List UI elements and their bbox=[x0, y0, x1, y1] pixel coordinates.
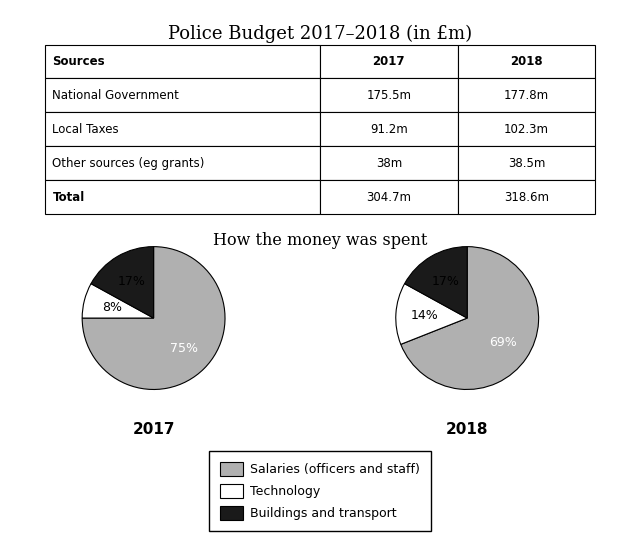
Text: 8%: 8% bbox=[102, 301, 122, 314]
Text: National Government: National Government bbox=[52, 89, 179, 102]
Text: Total: Total bbox=[52, 190, 84, 204]
Bar bbox=[45, 180, 320, 214]
Text: 38.5m: 38.5m bbox=[508, 157, 545, 170]
Bar bbox=[458, 45, 595, 79]
Text: 304.7m: 304.7m bbox=[366, 190, 412, 204]
Bar bbox=[458, 146, 595, 180]
Text: 2018: 2018 bbox=[446, 422, 488, 436]
Bar bbox=[320, 45, 458, 79]
Text: 2017: 2017 bbox=[372, 55, 405, 68]
Wedge shape bbox=[404, 247, 467, 318]
Bar bbox=[320, 146, 458, 180]
Bar bbox=[45, 79, 320, 112]
Text: 2017: 2017 bbox=[132, 422, 175, 436]
Wedge shape bbox=[401, 247, 539, 389]
Text: 177.8m: 177.8m bbox=[504, 89, 549, 102]
Bar bbox=[45, 45, 320, 79]
Text: Police Budget 2017–2018 (in £m): Police Budget 2017–2018 (in £m) bbox=[168, 25, 472, 44]
Bar bbox=[320, 180, 458, 214]
Text: How the money was spent: How the money was spent bbox=[213, 232, 427, 248]
Wedge shape bbox=[82, 247, 225, 389]
Bar bbox=[45, 146, 320, 180]
Text: 17%: 17% bbox=[118, 275, 146, 288]
Legend: Salaries (officers and staff), Technology, Buildings and transport: Salaries (officers and staff), Technolog… bbox=[209, 451, 431, 531]
Text: Sources: Sources bbox=[52, 55, 105, 68]
Text: 38m: 38m bbox=[376, 157, 402, 170]
Text: 14%: 14% bbox=[410, 309, 438, 322]
Text: 75%: 75% bbox=[170, 342, 198, 355]
Text: 2018: 2018 bbox=[510, 55, 543, 68]
Bar bbox=[458, 180, 595, 214]
Wedge shape bbox=[396, 283, 467, 344]
Bar bbox=[320, 112, 458, 146]
Text: 91.2m: 91.2m bbox=[370, 123, 408, 136]
Bar bbox=[320, 79, 458, 112]
Text: 318.6m: 318.6m bbox=[504, 190, 549, 204]
Wedge shape bbox=[91, 247, 154, 318]
Bar bbox=[45, 112, 320, 146]
Text: 17%: 17% bbox=[431, 275, 460, 288]
Bar bbox=[458, 112, 595, 146]
Wedge shape bbox=[82, 283, 154, 318]
Bar bbox=[458, 79, 595, 112]
Text: 102.3m: 102.3m bbox=[504, 123, 549, 136]
Text: Local Taxes: Local Taxes bbox=[52, 123, 119, 136]
Text: 175.5m: 175.5m bbox=[366, 89, 412, 102]
Text: Other sources (eg grants): Other sources (eg grants) bbox=[52, 157, 205, 170]
Text: 69%: 69% bbox=[489, 336, 516, 349]
